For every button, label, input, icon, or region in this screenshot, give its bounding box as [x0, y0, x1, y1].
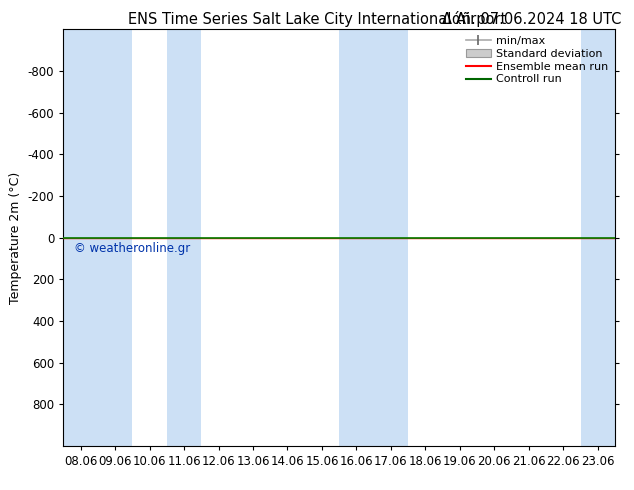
Bar — [167, 29, 202, 446]
Text: © weatheronline.gr: © weatheronline.gr — [74, 242, 191, 255]
Y-axis label: Temperature 2m (°C): Temperature 2m (°C) — [9, 172, 22, 304]
Text: Δάñ. 07.06.2024 18 UTC: Δάñ. 07.06.2024 18 UTC — [442, 12, 621, 27]
Legend: min/max, Standard deviation, Ensemble mean run, Controll run: min/max, Standard deviation, Ensemble me… — [462, 32, 612, 89]
Bar — [63, 29, 133, 446]
Bar — [581, 29, 615, 446]
Bar — [339, 29, 408, 446]
Text: ENS Time Series Salt Lake City International Airport: ENS Time Series Salt Lake City Internati… — [128, 12, 506, 27]
